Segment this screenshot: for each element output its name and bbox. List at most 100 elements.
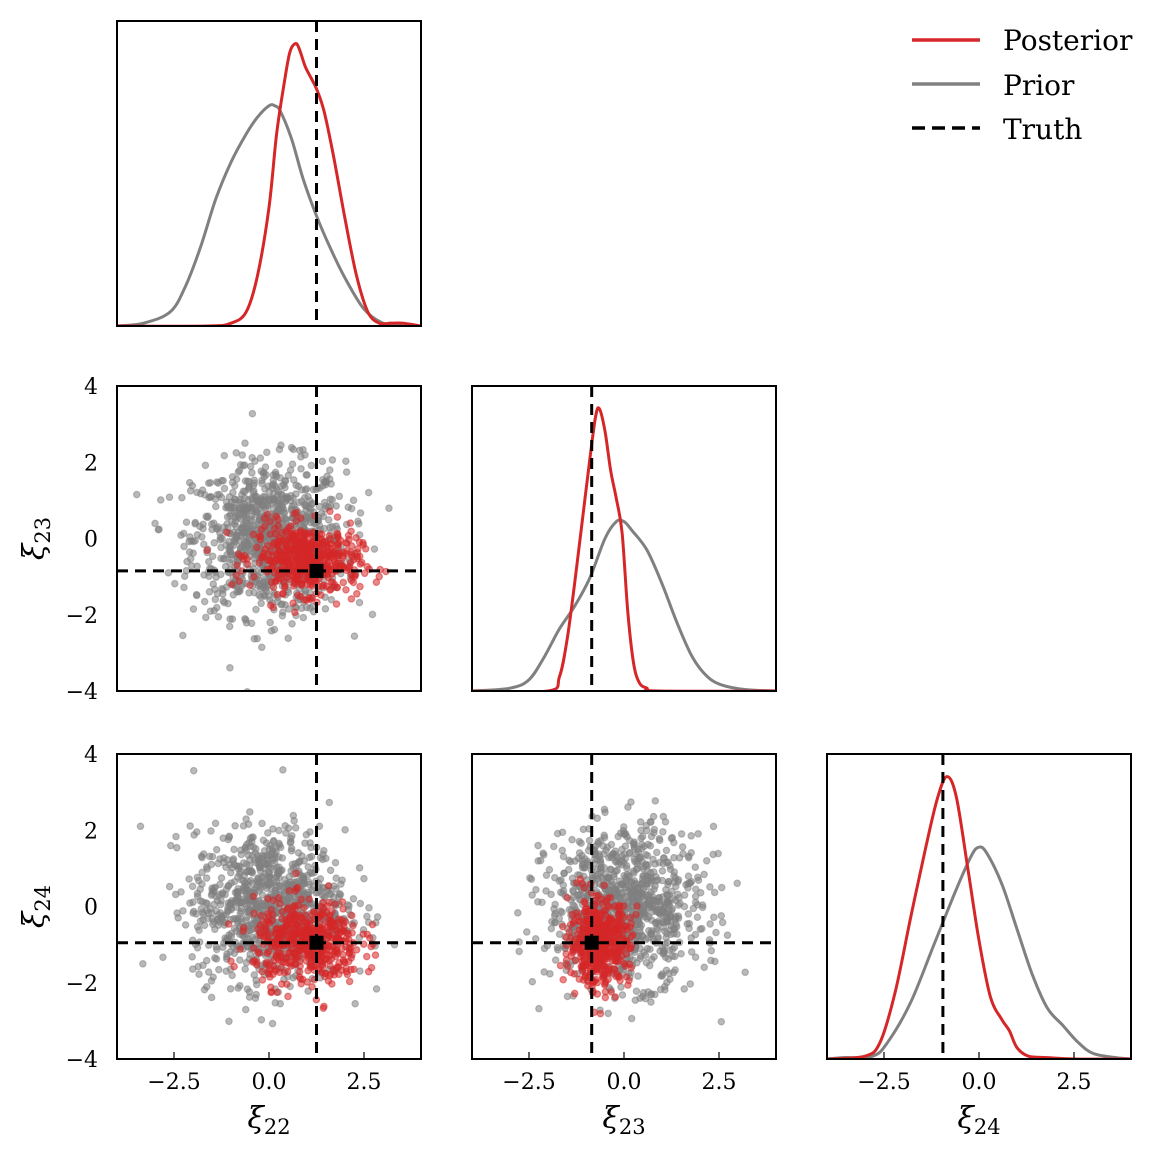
- prior-sample-point: [653, 848, 661, 857]
- prior-sample-point: [335, 492, 344, 501]
- prior-sample-point: [204, 968, 213, 976]
- posterior-sample-point: [293, 572, 302, 580]
- posterior-sample-point: [622, 973, 631, 981]
- posterior-sample-point: [371, 951, 380, 959]
- posterior-sample-point: [355, 538, 364, 546]
- prior-sample-point: [257, 643, 266, 652]
- prior-sample-point: [641, 951, 650, 960]
- prior-sample-point: [691, 953, 700, 961]
- posterior-kde-line: [827, 775, 1131, 1059]
- prior-sample-point: [545, 865, 554, 874]
- posterior-sample-point: [333, 513, 342, 521]
- prior-sample-point: [282, 515, 290, 523]
- posterior-sample-point: [269, 603, 277, 612]
- posterior-sample-point: [351, 571, 359, 579]
- prior-sample-point: [385, 504, 393, 512]
- posterior-sample-point: [593, 915, 602, 923]
- prior-sample-point: [179, 631, 187, 640]
- prior-sample-point: [714, 849, 723, 858]
- prior-sample-point: [666, 975, 674, 984]
- prior-sample-point: [610, 884, 619, 893]
- prior-sample-point: [180, 583, 188, 592]
- prior-sample-point: [248, 494, 256, 502]
- posterior-sample-point: [375, 572, 384, 581]
- prior-sample-point: [555, 930, 564, 939]
- prior-sample-point: [677, 949, 685, 958]
- prior-sample-point: [617, 861, 626, 869]
- posterior-sample-point: [287, 529, 296, 538]
- prior-sample-point: [261, 583, 270, 592]
- prior-sample-point: [275, 863, 283, 872]
- prior-sample-point: [617, 983, 625, 991]
- posterior-sample-point: [627, 941, 636, 950]
- prior-sample-point: [351, 999, 359, 1008]
- posterior-sample-point: [264, 970, 273, 978]
- prior-sample-point: [262, 851, 271, 860]
- prior-sample-point: [249, 833, 257, 842]
- prior-sample-point: [269, 476, 278, 485]
- prior-sample-point: [696, 888, 705, 897]
- posterior-sample-point: [602, 945, 610, 953]
- posterior-sample-point: [612, 972, 620, 981]
- prior-sample-point: [673, 930, 681, 938]
- prior-sample-point: [286, 878, 295, 886]
- prior-sample-point: [600, 850, 608, 858]
- posterior-sample-point: [267, 578, 276, 586]
- prior-sample-point: [232, 522, 240, 531]
- posterior-sample-point: [593, 965, 601, 974]
- prior-sample-point: [652, 873, 660, 881]
- posterior-sample-point: [258, 976, 267, 984]
- prior-sample-point: [266, 618, 274, 627]
- y-tick-label: −4: [66, 1048, 98, 1073]
- posterior-sample-point: [249, 944, 258, 952]
- prior-sample-point: [305, 853, 314, 862]
- prior-sample-point: [299, 613, 308, 622]
- posterior-sample-point: [333, 529, 342, 538]
- posterior-sample-point: [611, 993, 620, 1001]
- posterior-sample-point: [223, 528, 231, 537]
- prior-sample-point: [604, 1009, 612, 1018]
- prior-sample-point: [668, 833, 677, 842]
- posterior-sample-point: [556, 961, 565, 970]
- posterior-sample-point: [263, 510, 272, 519]
- prior-sample-point: [687, 948, 696, 956]
- posterior-sample-point: [281, 954, 290, 962]
- legend: Posterior Prior Truth: [912, 24, 1133, 146]
- prior-sample-point: [232, 475, 241, 484]
- prior-sample-point: [560, 869, 569, 877]
- prior-sample-point: [236, 868, 245, 876]
- scatter-points: [136, 766, 399, 1028]
- prior-sample-point: [212, 945, 221, 954]
- prior-sample-point: [671, 882, 680, 891]
- posterior-sample-point: [263, 949, 272, 958]
- x-tick-label: 2.5: [702, 1070, 737, 1095]
- prior-sample-point: [213, 589, 222, 598]
- prior-sample-point: [208, 852, 217, 861]
- prior-sample-point: [551, 956, 560, 964]
- prior-sample-point: [216, 529, 224, 537]
- posterior-sample-point: [358, 558, 366, 567]
- prior-sample-point: [515, 947, 523, 956]
- prior-sample-point: [653, 897, 661, 906]
- prior-sample-point: [228, 615, 237, 623]
- prior-sample-point: [230, 845, 238, 854]
- prior-sample-point: [700, 870, 708, 879]
- prior-sample-point: [616, 880, 625, 889]
- posterior-sample-point: [345, 935, 353, 944]
- prior-sample-point: [627, 798, 635, 806]
- x-tick-label: −2.5: [147, 1070, 200, 1095]
- prior-sample-point: [305, 496, 314, 505]
- prior-sample-point: [639, 878, 648, 887]
- prior-sample-point: [217, 874, 226, 882]
- prior-sample-point: [261, 869, 270, 878]
- prior-sample-point: [270, 625, 279, 634]
- prior-sample-point: [227, 896, 236, 905]
- prior-sample-point: [672, 914, 680, 922]
- posterior-sample-point: [363, 562, 372, 571]
- posterior-sample-point: [296, 975, 305, 983]
- prior-sample-point: [647, 955, 656, 964]
- prior-sample-point: [645, 896, 653, 905]
- prior-sample-point: [202, 874, 211, 882]
- prior-sample-point: [271, 854, 279, 862]
- prior-sample-point: [191, 537, 199, 545]
